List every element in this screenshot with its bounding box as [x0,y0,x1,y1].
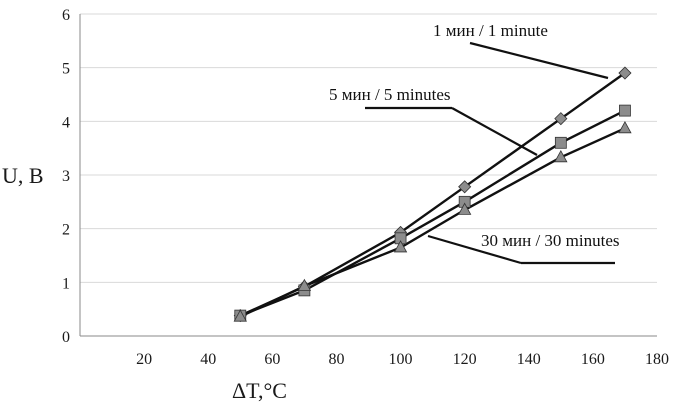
data-point-diamond [618,66,632,80]
y-tick-label: 6 [62,7,70,24]
y-tick-label: 2 [62,222,70,239]
grid-lines [80,13,657,283]
leader-line [451,107,538,156]
series-line [239,109,626,317]
y-tick-label: 5 [62,61,70,78]
annotation-series-1: 1 мин / 1 minute [433,21,548,40]
x-tick-label: 60 [264,351,280,368]
data-point-diamond [554,112,568,126]
leader-line [427,234,522,265]
x-tick-label: 100 [389,351,413,368]
y-tick-label: 4 [62,114,70,131]
x-tick-label: 140 [517,351,541,368]
axes [79,14,657,337]
data-point-triangle [297,278,312,291]
y-tick-label: 3 [62,168,70,185]
y-tick-label: 0 [62,329,70,346]
data-point-triangle [393,240,408,253]
series-line [239,72,626,317]
x-tick-label: 120 [453,351,477,368]
y-axis-label: U, B [2,163,44,188]
x-tick-label: 40 [200,351,216,368]
y-tick-label: 1 [62,275,70,292]
x-tick-labels: 20 40 60 80 100 120 140 160 180 [136,351,669,368]
x-tick-label: 160 [581,351,605,368]
series-line [239,127,626,318]
leader-line [469,41,609,80]
data-point-triangle [233,309,247,322]
x-tick-label: 180 [645,351,669,368]
x-tick-label: 20 [136,351,152,368]
annotation-leader-lines [365,41,615,265]
data-point-square [619,104,631,117]
series-lines [239,72,626,318]
x-tick-label: 80 [328,351,344,368]
series-markers [233,66,632,323]
annotation-series-2: 5 мин / 5 minutes [329,85,451,104]
data-point-square [554,136,567,149]
annotation-series-3: 30 мин / 30 minutes [481,231,620,250]
x-axis-label: ΔT,°C [232,378,287,403]
data-point-triangle [618,120,632,134]
data-point-triangle [554,149,568,163]
y-tick-labels: 0 1 2 3 4 5 6 [62,7,70,346]
data-point-diamond [458,180,472,194]
data-point-triangle [457,202,472,215]
